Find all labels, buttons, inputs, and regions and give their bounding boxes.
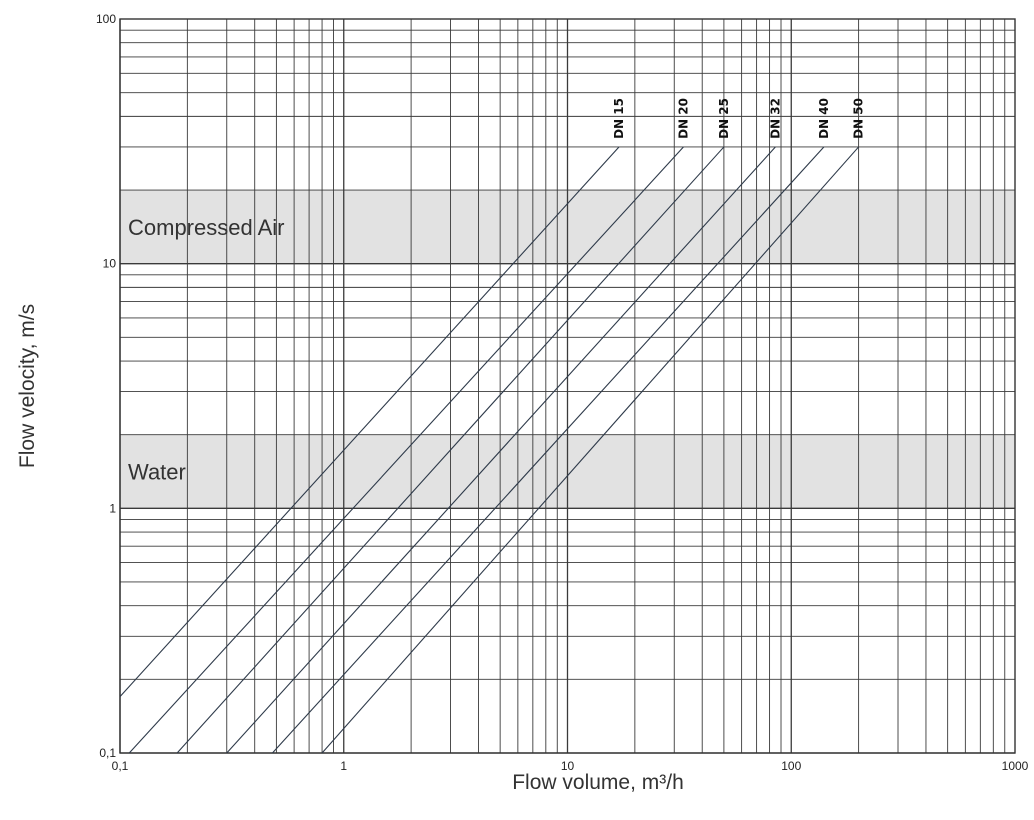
series-line-dn-20 [128, 146, 684, 754]
series-label-dn-32: DN 32 [768, 98, 782, 139]
x-tick-label: 1 [340, 759, 347, 773]
y-tick-label: 1 [109, 501, 116, 515]
x-tick-label: 0,1 [112, 759, 129, 773]
band-label-compressed-air: Compressed Air [128, 215, 285, 240]
series-label-dn-25: DN 25 [717, 98, 731, 139]
y-tick-label: 0,1 [99, 746, 116, 760]
series-line-dn-15 [119, 146, 620, 697]
x-axis-title: Flow volume, m³/h [512, 771, 684, 794]
y-tick-label: 100 [96, 12, 116, 26]
x-tick-label: 1000 [1002, 759, 1029, 773]
grid-layer [119, 18, 1016, 754]
series-label-dn-40: DN 40 [817, 98, 831, 139]
series-label-dn-15: DN 15 [612, 98, 626, 139]
series-line-dn-25 [176, 146, 725, 754]
series-layer: DN 15 DN 20 DN 25 DN 32 DN 40 DN 50 [119, 98, 866, 754]
series-line-dn-32 [226, 146, 776, 754]
series-line-dn-50 [321, 146, 860, 754]
tick-layer: 0,1 1 10 100 1000 0,1 1 10 100 [96, 12, 1029, 773]
series-label-dn-20: DN 20 [677, 98, 691, 139]
band-label-water: Water [128, 460, 186, 485]
y-axis-title: Flow velocity, m/s [16, 304, 39, 468]
x-tick-label: 100 [781, 759, 801, 773]
x-tick-label: 10 [561, 759, 575, 773]
y-tick-label: 10 [103, 257, 117, 271]
series-line-dn-40 [272, 146, 825, 754]
plot-border [119, 18, 1016, 754]
series-label-dn-50: DN 50 [852, 98, 866, 139]
